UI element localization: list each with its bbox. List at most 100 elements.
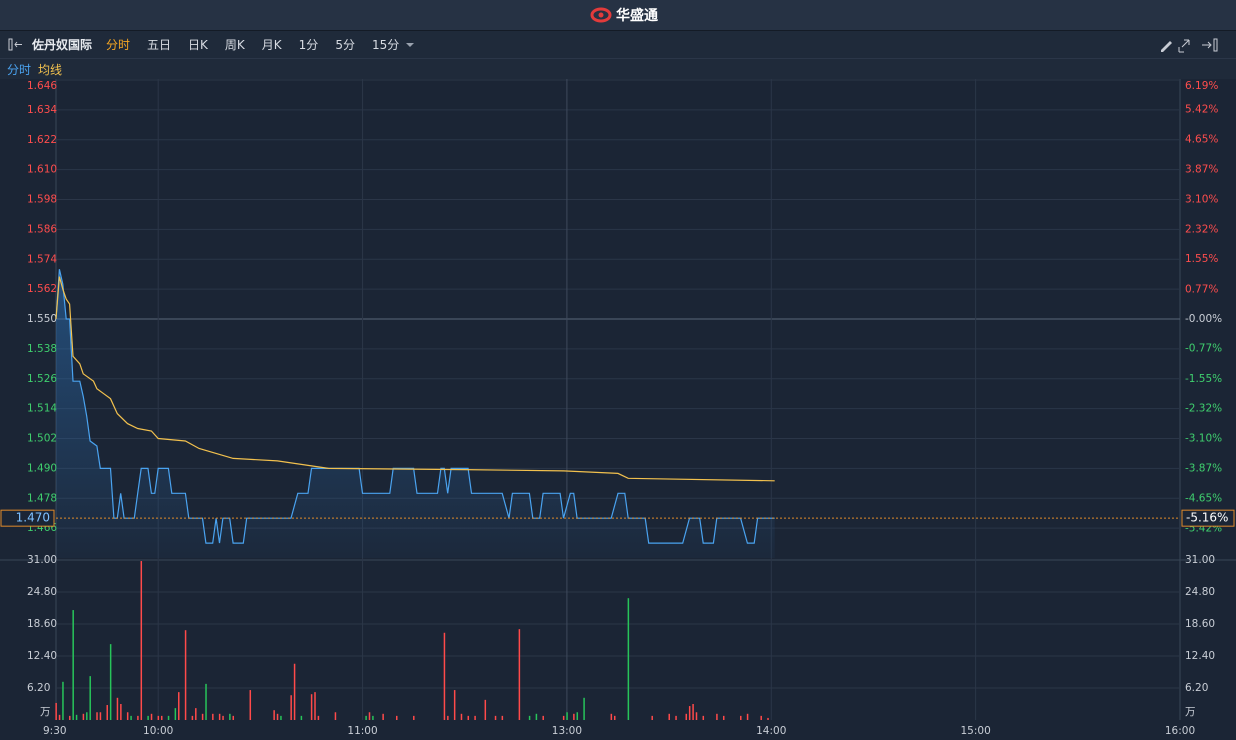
volume-bar — [249, 690, 252, 720]
tab[interactable]: 1分 — [298, 38, 319, 52]
x-tick-label: 10:00 — [143, 725, 173, 737]
y-tick-label: 31.00 — [27, 554, 57, 566]
y2-tick-label: -0.77% — [1185, 343, 1222, 355]
volume-bar — [109, 644, 112, 720]
volume-bar — [86, 712, 88, 720]
tab[interactable]: 5分 — [335, 38, 355, 52]
volume-bar — [518, 629, 521, 720]
volume-bar — [396, 715, 398, 720]
volume-bar — [610, 713, 613, 720]
volume-bar — [668, 713, 670, 720]
y-tick-label: 1.526 — [27, 373, 57, 385]
y-tick-label: 1.490 — [27, 462, 57, 474]
volume-bar — [566, 712, 568, 720]
chart: 1.646 1.634 1.622 1.610 1.598 1.586 1.574 1.562… — [0, 79, 1236, 737]
y2-tick-label: -4.65% — [1185, 493, 1222, 505]
volume-bar — [174, 708, 177, 720]
y2-tick-label: 6.20 — [1185, 682, 1208, 694]
y2-tick-label: 3.10% — [1185, 193, 1218, 205]
y-tick-label: 1.514 — [27, 403, 57, 415]
tool-icons[interactable] — [1158, 37, 1228, 53]
volume-bar — [453, 690, 456, 720]
volume-bar — [443, 632, 446, 720]
y2-tick-label: -1.55% — [1185, 373, 1222, 385]
top-bar: 华盛通 — [0, 0, 1236, 31]
y2-tick-label: -0.00% — [1185, 313, 1222, 325]
volume-bar — [716, 713, 718, 720]
volume-bar — [702, 715, 705, 720]
tab[interactable]: 分时 — [106, 38, 131, 52]
volume-bar — [276, 713, 279, 720]
volume-bar — [96, 712, 98, 720]
volume-bar — [178, 692, 180, 720]
volume-bar — [365, 715, 367, 720]
volume-bar — [310, 694, 313, 720]
y2-tick-label: 12.40 — [1185, 650, 1215, 662]
volume-bar — [474, 715, 476, 720]
collapse-icon[interactable] — [8, 38, 28, 52]
toolbar: 佐丹奴国际 分时 五日 日K 周K 月K 1分 5分 15分 — [0, 31, 1236, 58]
y2-tick-label: 6.19% — [1185, 80, 1218, 92]
volume-bar — [314, 692, 316, 720]
y2-tick-label: -3.87% — [1185, 462, 1222, 474]
volume-bar — [722, 715, 725, 720]
volume-bar — [160, 715, 163, 720]
symbol: 佐丹奴国际 — [32, 38, 93, 52]
y-tick-label: 1.634 — [27, 104, 57, 116]
volume-bar — [116, 697, 119, 720]
y-tick-label: 12.40 — [27, 650, 57, 662]
y2-tick-label: -2.32% — [1185, 403, 1222, 415]
volume-bar — [290, 695, 292, 720]
volume-bar — [150, 713, 153, 720]
last-change-box — [1181, 509, 1235, 527]
unit-label: 万 — [1185, 706, 1196, 718]
volume-bar — [688, 706, 691, 720]
tab[interactable]: 15分 — [371, 38, 400, 52]
volume-bar — [528, 715, 531, 720]
y-tick-label: 1.586 — [27, 223, 57, 235]
volume-bar — [147, 715, 149, 720]
volume-bar — [484, 699, 487, 720]
tab[interactable]: 五日 — [147, 38, 172, 52]
volume-bar — [130, 715, 132, 720]
y2-tick-label: 1.55% — [1185, 253, 1218, 265]
volume-bar — [191, 715, 194, 720]
volume-bar — [382, 713, 384, 720]
y2-tick-label: -3.10% — [1185, 433, 1222, 445]
volume-bar — [746, 713, 749, 720]
logo-text: 华盛通 — [616, 8, 658, 24]
volume-bar — [368, 712, 371, 720]
volume-bar — [120, 704, 122, 720]
volume-bar — [542, 715, 544, 720]
plot-background — [56, 80, 1180, 720]
logo-icon — [590, 7, 612, 23]
y2-tick-label: 4.65% — [1185, 133, 1218, 145]
volume-bar — [767, 717, 769, 720]
volume-bar — [573, 713, 575, 720]
tab[interactable]: 周K — [224, 38, 245, 52]
y2-tick-label: 24.80 — [1185, 586, 1215, 598]
y-tick-label: 1.538 — [27, 343, 57, 355]
volume-bar — [157, 715, 160, 720]
y-tick-label: 1.646 — [27, 80, 57, 92]
volume-bar — [273, 710, 275, 720]
tab[interactable]: 日K — [188, 38, 208, 52]
volume-bar — [300, 715, 303, 720]
y-tick-label: 1.478 — [27, 492, 57, 504]
last-price-label: 1.470 — [16, 511, 50, 525]
volume-bar — [89, 676, 91, 720]
volume-bar — [137, 715, 139, 720]
volume-bar — [692, 704, 694, 720]
y2-tick-label: 0.77% — [1185, 283, 1218, 295]
y2-tick-label: 3.87% — [1185, 164, 1218, 176]
volume-bar — [126, 712, 129, 720]
volume-bar — [218, 713, 221, 720]
last-change-label: -5.16% — [1186, 511, 1228, 525]
tab[interactable]: 月K — [261, 38, 282, 52]
y2-tick-label: 2.32% — [1185, 223, 1218, 235]
volume-bar — [167, 715, 170, 720]
dropdown-icon[interactable] — [405, 41, 415, 49]
volume-bar — [760, 715, 762, 720]
x-tick-label: 13:00 — [552, 725, 582, 737]
